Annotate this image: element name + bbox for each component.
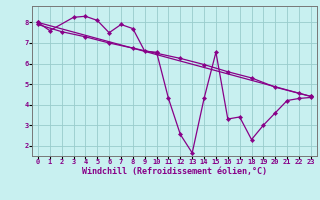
X-axis label: Windchill (Refroidissement éolien,°C): Windchill (Refroidissement éolien,°C): [82, 167, 267, 176]
